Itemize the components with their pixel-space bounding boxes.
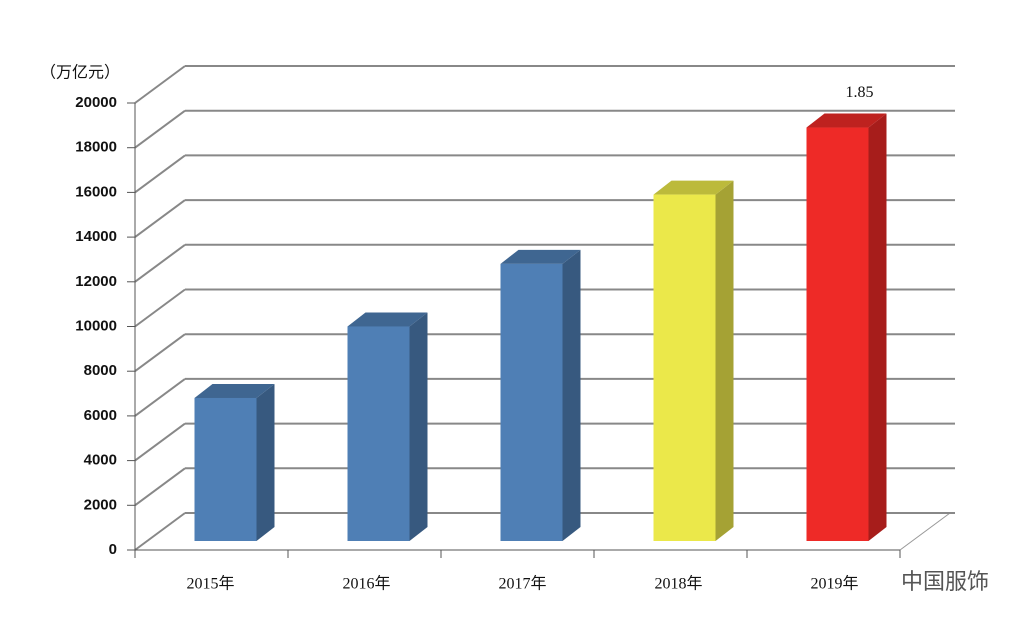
grid-line [134,422,186,462]
y-tick-label: 2000 [84,496,117,513]
y-tick-label: 8000 [84,362,117,379]
bar-top [806,113,887,128]
grid-line [134,333,186,373]
y-tick-label: 0 [109,541,117,558]
x-tick-label: 2017年 [498,575,546,593]
y-tick-label: 12000 [75,273,117,290]
bar-side [256,383,275,541]
bar [500,263,563,541]
bar-side [562,249,581,542]
y-tick-label: 18000 [75,139,117,156]
bar-top [500,249,581,264]
grid-line [134,65,186,104]
watermark: 中国服饰 [901,570,989,595]
grid-line [134,288,186,328]
grid-line [134,467,186,507]
bar-top [653,180,734,195]
grid-line [134,243,186,283]
grid-line [134,199,186,238]
y-tick-label: 4000 [84,452,117,469]
bar-top [347,312,428,327]
bar [653,194,716,541]
y-tick-label: 6000 [84,407,117,424]
bar [347,326,410,541]
bar-top [194,383,275,398]
x-tick-label: 2018年 [654,575,702,593]
bar-side [409,312,428,541]
bar-side [868,113,887,542]
x-tick-label: 2016年 [342,575,390,593]
bar [194,397,257,541]
grid-line [134,378,186,417]
x-tick-label: 2019年 [810,575,858,593]
grid-line [134,109,186,149]
x-tick-label: 2015年 [186,575,234,593]
bar-side [715,180,734,541]
y-tick-label: 20000 [75,94,117,111]
y-tick-label: 14000 [75,228,117,245]
grid-line [134,154,186,194]
grid-line [134,512,186,551]
y-tick-label: 10000 [75,317,117,334]
y-axis-label: （万亿元） [40,64,120,82]
y-tick-label: 16000 [75,183,117,200]
value-label: 1.85 [846,84,874,101]
bar [806,127,869,542]
